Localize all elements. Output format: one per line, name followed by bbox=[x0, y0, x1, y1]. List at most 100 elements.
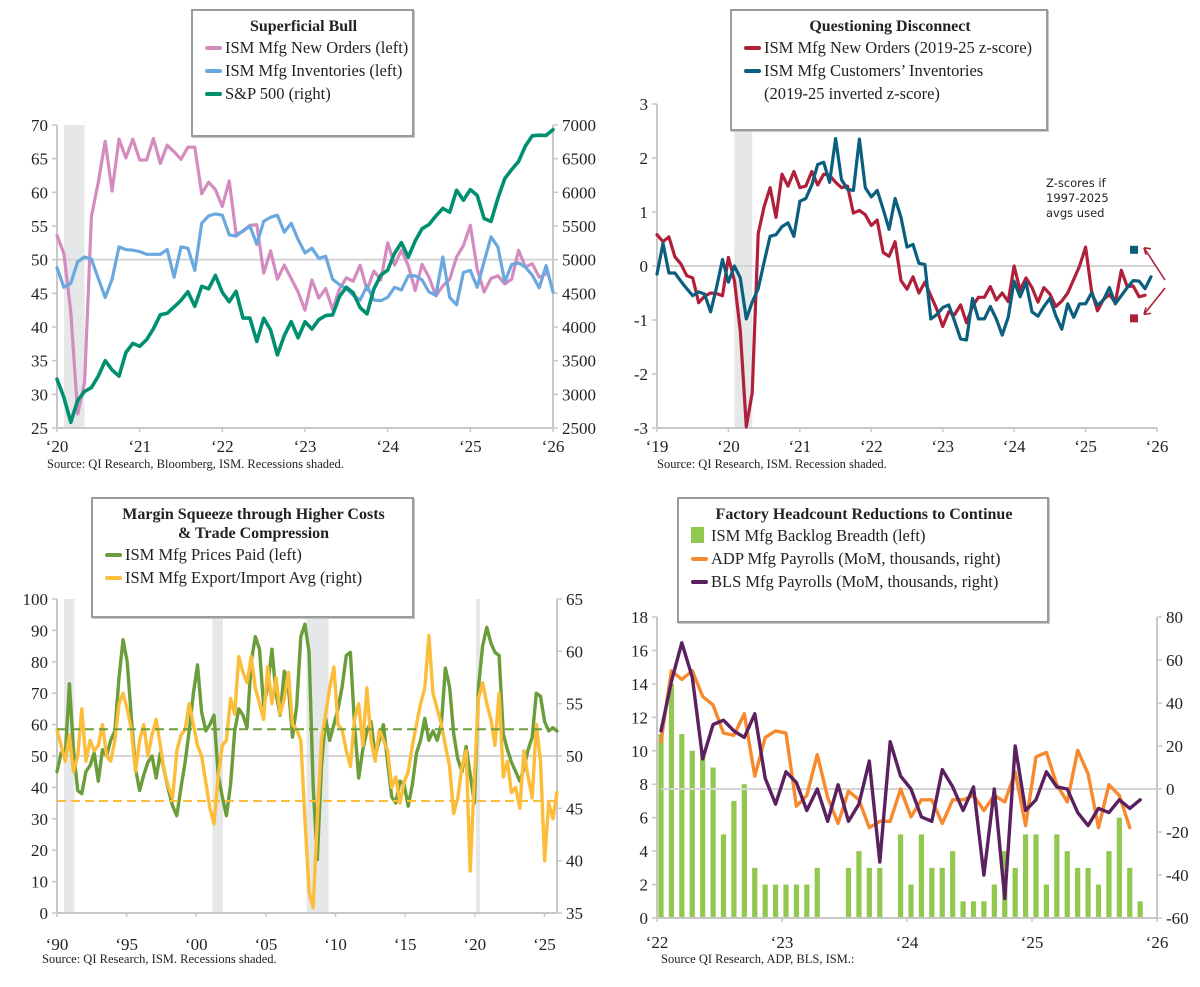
alt-marker-inventories bbox=[1130, 245, 1138, 254]
y-tick-label-right: 5500 bbox=[562, 217, 596, 236]
chart-panel-factory-headcount: 0 2 4 6 8 10 12 14 16 18 -60 -40 -20 0 20 40 60 80 ‘22 ‘23 ‘… bbox=[600, 490, 1200, 987]
y-tick-label-right: 20 bbox=[1166, 737, 1183, 756]
legend-swatch bbox=[105, 553, 122, 557]
bar-backlog-breadth bbox=[929, 867, 935, 918]
legend-label: ISM Mfg Backlog Breadth (left) bbox=[711, 526, 926, 545]
y-tick-label-right: 60 bbox=[1166, 651, 1183, 670]
legend-item-adp: ADP Mfg Payrolls (MoM, thousands, right) bbox=[691, 547, 1037, 570]
bar-backlog-breadth bbox=[950, 851, 956, 918]
legend-label: ISM Mfg New Orders (left) bbox=[225, 38, 409, 57]
y-tick-label-left: 55 bbox=[31, 217, 48, 236]
series-line-bls-payrolls bbox=[659, 641, 1142, 901]
y-tick-label-left: 35 bbox=[31, 352, 48, 371]
y-tick-label-left: -1 bbox=[634, 311, 648, 330]
y-tick-label-left: 50 bbox=[31, 251, 48, 270]
bar-backlog-breadth bbox=[1116, 817, 1122, 918]
legend-label: BLS Mfg Payrolls (MoM, thousands, right) bbox=[711, 572, 999, 591]
bar-backlog-breadth bbox=[700, 750, 706, 918]
chart-panel-questioning-disconnect: -3 -2 -1 0 1 2 3 ‘19 ‘20 ‘21 ‘22 ‘23 ‘24 ‘25 ‘26 Quest… bbox=[600, 0, 1200, 490]
y-tick-label-left: 16 bbox=[631, 641, 648, 660]
x-tick-label: ‘25 bbox=[459, 437, 482, 456]
legend-item-export-import: ISM Mfg Export/Import Avg (right) bbox=[105, 566, 402, 589]
bar-backlog-breadth bbox=[793, 884, 800, 918]
series-line-adp-payrolls bbox=[659, 669, 1132, 830]
x-tick-label: ‘24 bbox=[376, 437, 399, 456]
y-tick-label-left: 3 bbox=[640, 95, 649, 114]
y-tick-label-left: 40 bbox=[31, 318, 48, 337]
y-tick-label-right: 40 bbox=[566, 852, 583, 871]
legend-item-prices-paid: ISM Mfg Prices Paid (left) bbox=[105, 543, 402, 566]
y-tick-label-left: 2 bbox=[640, 876, 649, 895]
annotation-arrow-up bbox=[1143, 247, 1166, 281]
legend-swatch bbox=[744, 69, 761, 73]
source-note: Source: QI Research, ISM. Recessions sha… bbox=[42, 952, 277, 966]
y-tick-label-right: 65 bbox=[566, 590, 583, 609]
y-tick-label-right: 7000 bbox=[562, 116, 596, 135]
legend-questioning-disconnect: Questioning Disconnect ISM Mfg New Order… bbox=[730, 9, 1048, 131]
source-note: Source: QI Research, ISM. Recession shad… bbox=[657, 457, 887, 471]
bar-backlog-breadth bbox=[710, 767, 716, 918]
bar-backlog-breadth bbox=[762, 884, 768, 918]
source-note: Source QI Research, ADP, BLS, ISM.: bbox=[661, 952, 855, 966]
x-tick-label: ‘20 bbox=[46, 437, 69, 456]
y-tick-label-left: 65 bbox=[31, 150, 48, 169]
legend-label: S&P 500 (right) bbox=[225, 84, 331, 103]
legend-item-new-orders: ISM Mfg New Orders (left) bbox=[205, 36, 408, 59]
bar-backlog-breadth bbox=[845, 867, 852, 918]
y-tick-label-left: 8 bbox=[640, 775, 649, 794]
legend-swatch bbox=[744, 46, 761, 50]
x-tick-label: ‘21 bbox=[789, 437, 812, 456]
y-tick-label-left: 0 bbox=[40, 904, 49, 923]
y-tick-label-left: 50 bbox=[31, 747, 48, 766]
bar-backlog-breadth bbox=[960, 901, 966, 918]
y-tick-label-left: 1 bbox=[640, 203, 649, 222]
y-tick-label-left: 40 bbox=[31, 778, 48, 797]
series-line-export-import bbox=[55, 633, 559, 910]
legend-item-sp500: S&P 500 (right) bbox=[205, 82, 402, 105]
bar-backlog-breadth bbox=[1137, 901, 1143, 918]
y-tick-label-left: 60 bbox=[31, 716, 48, 735]
y-tick-label-right: 4000 bbox=[562, 318, 596, 337]
legend-item-backlog: ISM Mfg Backlog Breadth (left) bbox=[691, 524, 1037, 547]
legend-label: ISM Mfg New Orders (2019-25 z-score) bbox=[764, 38, 1033, 57]
x-tick-label: ‘23 bbox=[771, 933, 794, 952]
y-tick-label-left: 70 bbox=[31, 684, 48, 703]
bar-backlog-breadth bbox=[939, 867, 945, 918]
x-tick-label: ‘26 bbox=[1146, 933, 1169, 952]
bar-backlog-breadth bbox=[731, 800, 737, 918]
chart-plot-factory-headcount: 0 2 4 6 8 10 12 14 16 18 -60 -40 -20 0 20 40 60 80 ‘22 ‘23 ‘… bbox=[631, 608, 1189, 952]
x-tick-label: ‘05 bbox=[255, 935, 278, 954]
series-line-customers-inventories-z bbox=[655, 137, 1153, 342]
y-tick-label-right: 5000 bbox=[562, 251, 596, 270]
x-tick-label: ‘10 bbox=[324, 935, 347, 954]
x-tick-label: ‘15 bbox=[394, 935, 417, 954]
legend-swatch bbox=[691, 557, 708, 561]
y-tick-label-right: 45 bbox=[566, 799, 583, 818]
bar-backlog-breadth bbox=[856, 851, 862, 918]
bar-backlog-breadth bbox=[783, 884, 789, 918]
legend-superficial-bull: Superficial Bull ISM Mfg New Orders (lef… bbox=[191, 9, 414, 137]
y-tick-label-right: 2500 bbox=[562, 419, 596, 438]
chart-panel-superficial-bull: 25 30 35 40 45 50 55 60 65 70 2500 3000 3500 4000 4500… bbox=[0, 0, 600, 490]
chart-title-line-1: Margin Squeeze through Higher Costs bbox=[122, 506, 385, 523]
x-tick-label: ‘25 bbox=[1074, 437, 1097, 456]
y-tick-label-left: 70 bbox=[31, 116, 48, 135]
legend-label: ISM Mfg Inventories (left) bbox=[225, 61, 403, 80]
y-tick-label-left: -2 bbox=[634, 365, 648, 384]
legend-swatch bbox=[691, 527, 704, 543]
bar-backlog-breadth bbox=[668, 683, 675, 918]
legend-label: ADP Mfg Payrolls (MoM, thousands, right) bbox=[711, 549, 1001, 568]
bar-backlog-breadth bbox=[814, 867, 820, 918]
x-tick-label: ‘25 bbox=[1021, 933, 1044, 952]
x-tick-label: ‘00 bbox=[185, 935, 208, 954]
y-tick-label-left: 18 bbox=[631, 608, 648, 627]
y-tick-label-left: 100 bbox=[23, 590, 49, 609]
x-tick-label: ‘25 bbox=[533, 935, 556, 954]
y-tick-label-left: 90 bbox=[31, 621, 48, 640]
annotation-arrow-down bbox=[1143, 287, 1166, 315]
bar-backlog-breadth bbox=[804, 884, 810, 918]
y-tick-label-right: 6500 bbox=[562, 150, 596, 169]
y-tick-label-left: 30 bbox=[31, 810, 48, 829]
bar-backlog-breadth bbox=[741, 784, 747, 918]
y-tick-label-left: 4 bbox=[640, 842, 649, 861]
